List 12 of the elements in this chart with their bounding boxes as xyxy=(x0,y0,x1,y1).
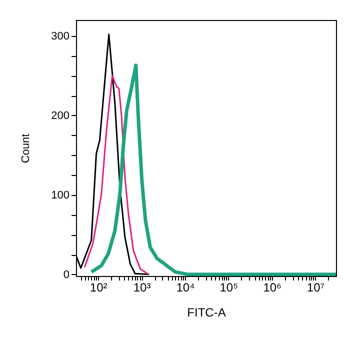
x-tick-label: 10³ xyxy=(133,280,151,294)
y-tick-label: 0 xyxy=(63,268,70,281)
x-axis-title: FITC-A xyxy=(187,306,226,320)
x-tick-label: 10² xyxy=(90,280,108,294)
x-tick-label: 10⁶ xyxy=(263,280,282,294)
y-tick-label: 200 xyxy=(51,110,70,122)
y-tick-label: 100 xyxy=(51,189,70,202)
x-tick-label: 10⁴ xyxy=(176,280,195,294)
y-tick-label: 300 xyxy=(51,30,70,42)
x-tick-label: 10⁷ xyxy=(306,280,325,294)
x-tick-label: 10⁵ xyxy=(220,280,238,294)
y-axis-title: Count xyxy=(20,134,32,164)
